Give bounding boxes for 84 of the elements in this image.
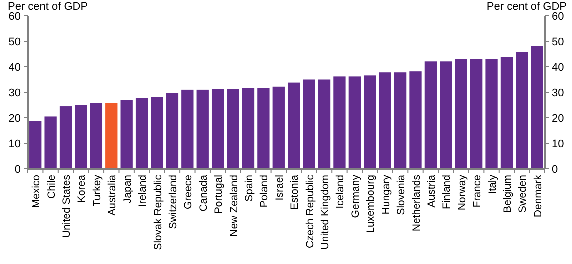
bar xyxy=(30,121,42,169)
x-tick-label: Australia xyxy=(106,174,119,216)
x-tick-label: United States xyxy=(61,175,74,238)
y2-tick-label: 30 xyxy=(552,87,564,100)
x-tick-label: Slovenia xyxy=(396,174,408,216)
bar xyxy=(364,76,376,169)
x-tick-label: Portugal xyxy=(213,175,226,214)
y-tick-label: 20 xyxy=(8,112,21,125)
x-tick-label: Belgium xyxy=(502,174,514,213)
x-tick-label: Finland xyxy=(441,174,454,210)
y2-tick-label: 20 xyxy=(552,112,564,125)
bar xyxy=(60,106,72,169)
bar xyxy=(531,46,544,169)
bar xyxy=(424,62,438,169)
y-axis-title: Per cent of GDP xyxy=(8,1,88,13)
bar xyxy=(334,76,346,169)
x-tick-label: Sweden xyxy=(517,174,530,213)
bar xyxy=(500,57,514,169)
bar xyxy=(151,97,164,169)
bar xyxy=(440,62,452,169)
x-tick-label: Italy xyxy=(486,174,499,194)
x-tick-label: Hungary xyxy=(380,174,392,215)
y-tick-label: 50 xyxy=(8,36,21,48)
bar xyxy=(486,59,498,169)
x-tick-label: Germany xyxy=(350,174,362,218)
bar xyxy=(242,88,255,169)
bar xyxy=(44,116,57,169)
x-tick-label: Greece xyxy=(182,174,195,210)
y-tick-label: 30 xyxy=(8,87,21,100)
bar xyxy=(470,59,483,169)
bar xyxy=(258,88,270,169)
x-tick-label: Netherlands xyxy=(410,175,423,232)
y2-tick-label: 50 xyxy=(552,36,564,48)
y-tick-label: 40 xyxy=(8,62,21,74)
bar xyxy=(348,76,362,169)
bar xyxy=(75,105,88,169)
x-tick-label: Denmark xyxy=(532,174,544,218)
x-tick-label: Austria xyxy=(426,174,438,208)
x-tick-label: France xyxy=(472,174,484,208)
x-tick-label: United Kingdom xyxy=(320,174,332,250)
y2-tick-label: 40 xyxy=(552,62,564,74)
bar xyxy=(516,52,528,169)
x-tick-label: Poland xyxy=(258,174,271,208)
bar xyxy=(272,86,285,169)
bar xyxy=(288,82,300,169)
x-tick-label: Turkey xyxy=(91,174,104,207)
bar xyxy=(318,80,331,169)
x-tick-label: Chile xyxy=(46,174,58,199)
x-tick-label: Japan xyxy=(122,174,134,204)
x-tick-label: Canada xyxy=(198,174,210,212)
x-tick-label: Luxembourg xyxy=(365,174,378,234)
x-tick-label: Mexico xyxy=(30,174,43,208)
x-tick-label: Spain xyxy=(243,174,256,202)
y-tick-label: 0 xyxy=(14,164,21,176)
bar xyxy=(394,72,407,169)
bar xyxy=(379,72,392,169)
x-tick-label: Ireland xyxy=(137,174,150,208)
bar xyxy=(212,89,224,169)
x-tick-label: Norway xyxy=(456,174,468,211)
bar xyxy=(120,100,133,169)
x-tick-label: Czech Republic xyxy=(304,175,316,249)
y2-tick-label: 10 xyxy=(552,138,564,150)
bar xyxy=(90,103,103,169)
y2-tick-label: 0 xyxy=(552,164,558,176)
bar xyxy=(136,98,148,169)
x-tick-label: Iceland xyxy=(334,174,347,209)
y2-axis-title: Per cent of GDP xyxy=(486,1,567,13)
y-tick-label: 10 xyxy=(8,138,21,150)
x-tick-label: Korea xyxy=(76,174,88,204)
x-tick-label: New Zealand xyxy=(228,174,240,237)
bar xyxy=(106,103,118,169)
x-tick-label: Israel xyxy=(274,175,286,201)
bar xyxy=(182,90,194,169)
x-tick-label: Estonia xyxy=(289,174,302,210)
bar xyxy=(303,80,316,169)
bar xyxy=(410,72,422,169)
x-tick-label: Slovak Republic xyxy=(152,175,164,250)
bar xyxy=(455,59,468,169)
x-tick-label: Switzerland xyxy=(167,174,180,230)
bar xyxy=(166,93,179,169)
y-tick-label: 60 xyxy=(8,10,21,23)
bar xyxy=(196,90,209,169)
bar xyxy=(227,89,240,169)
y2-tick-label: 60 xyxy=(552,10,564,23)
